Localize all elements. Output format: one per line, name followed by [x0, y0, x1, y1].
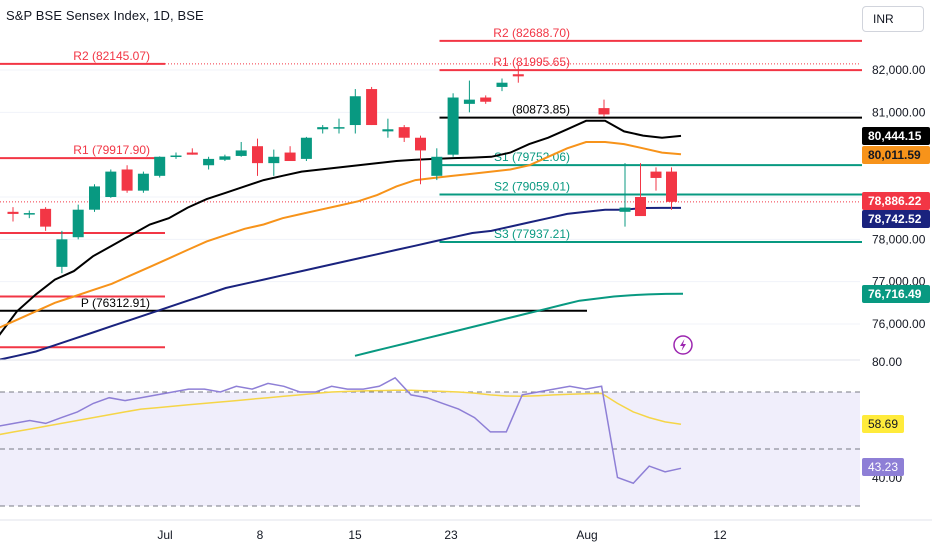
y-tick-label: 82,000.00 [872, 63, 926, 77]
chart-title: S&P BSE Sensex Index, 1D, BSE [6, 8, 204, 23]
candle-body [650, 171, 662, 178]
candle-body [317, 127, 329, 130]
candle-body [366, 89, 378, 126]
pivot-label: R1 (79917.90) [73, 143, 150, 157]
candle-body [398, 127, 410, 138]
candle-body [23, 213, 35, 215]
candle-body [666, 171, 677, 202]
candle-body [154, 156, 166, 176]
ma_mid-line [0, 141, 682, 329]
candle-body [431, 156, 443, 176]
price-label: 78,742.52 [868, 212, 922, 226]
candle-body [496, 82, 508, 87]
price-label-bg [862, 146, 930, 164]
x-tick-label: Aug [576, 528, 597, 542]
price-label-bg [862, 192, 930, 210]
ma_fast-line [0, 119, 682, 336]
candle-body [382, 129, 394, 132]
candle-body [89, 186, 100, 210]
rsi-line [0, 376, 682, 485]
x-tick-label: 15 [348, 528, 362, 542]
pivot-label: S1 (79752.06) [494, 150, 570, 164]
pivot-label: R2 (82145.07) [73, 49, 150, 63]
candle-body [235, 150, 247, 156]
candle-body [463, 99, 475, 104]
candle-body [333, 127, 345, 129]
candle-body [300, 137, 312, 159]
candle-body [447, 97, 459, 155]
candle-body [252, 146, 263, 164]
price-label: 76,716.49 [868, 287, 922, 301]
candle-body [203, 158, 215, 166]
candle-body [137, 173, 149, 191]
currency-button[interactable]: INR [862, 6, 924, 32]
price-label: 80,444.15 [868, 129, 922, 143]
x-tick-label: 8 [257, 528, 264, 542]
candle-body [7, 211, 19, 214]
candle-body [349, 96, 361, 126]
rsi-value-label: 58.69 [868, 417, 898, 431]
rsi-ma-line [0, 389, 682, 436]
pivot-label: (80873.85) [512, 103, 570, 117]
candle-body [415, 137, 426, 151]
lightning-icon[interactable] [673, 335, 693, 355]
y-tick-label: 81,000.00 [872, 105, 926, 119]
rsi-value-label: 43.23 [868, 460, 898, 474]
candle-body [186, 152, 198, 155]
candle-body [40, 208, 52, 227]
candle-body [219, 156, 231, 160]
candle-body [480, 97, 492, 102]
candle-body [72, 209, 84, 238]
x-tick-label: 23 [444, 528, 458, 542]
pivot-label: R1 (81995.65) [493, 55, 570, 69]
candle-body [105, 171, 117, 197]
price-label-bg [862, 285, 930, 303]
rsi-tick-label: 80.00 [872, 355, 902, 369]
ma_long-line [354, 292, 684, 357]
candle-body [635, 197, 646, 217]
candle-body [284, 152, 296, 162]
x-tick-label: Jul [157, 528, 172, 542]
price-label-bg [862, 210, 930, 228]
pivot-label: S2 (79059.01) [494, 180, 570, 194]
pivot-label: P (76312.91) [81, 296, 150, 310]
candle-body [121, 169, 133, 191]
price-label-bg [862, 127, 930, 145]
price-label: 80,011.59 [868, 148, 921, 162]
candle-body [598, 108, 610, 115]
candle-body [170, 155, 182, 158]
rsi-value-label-bg [862, 415, 904, 433]
candle-body [268, 156, 280, 164]
x-tick-label: 12 [713, 528, 727, 542]
ma_slow-line [0, 206, 681, 361]
price-label: 78,886.22 [868, 194, 922, 208]
rsi-band [0, 392, 860, 506]
candle-body [56, 239, 68, 267]
pivot-label: R2 (82688.70) [493, 26, 570, 40]
y-tick-label: 76,000.00 [872, 317, 926, 331]
pivot-label: S3 (77937.21) [494, 227, 570, 241]
y-tick-label: 78,000.00 [872, 232, 926, 246]
candle-body [619, 207, 631, 212]
rsi-value-label-bg [862, 458, 904, 476]
candle-body [512, 74, 524, 77]
